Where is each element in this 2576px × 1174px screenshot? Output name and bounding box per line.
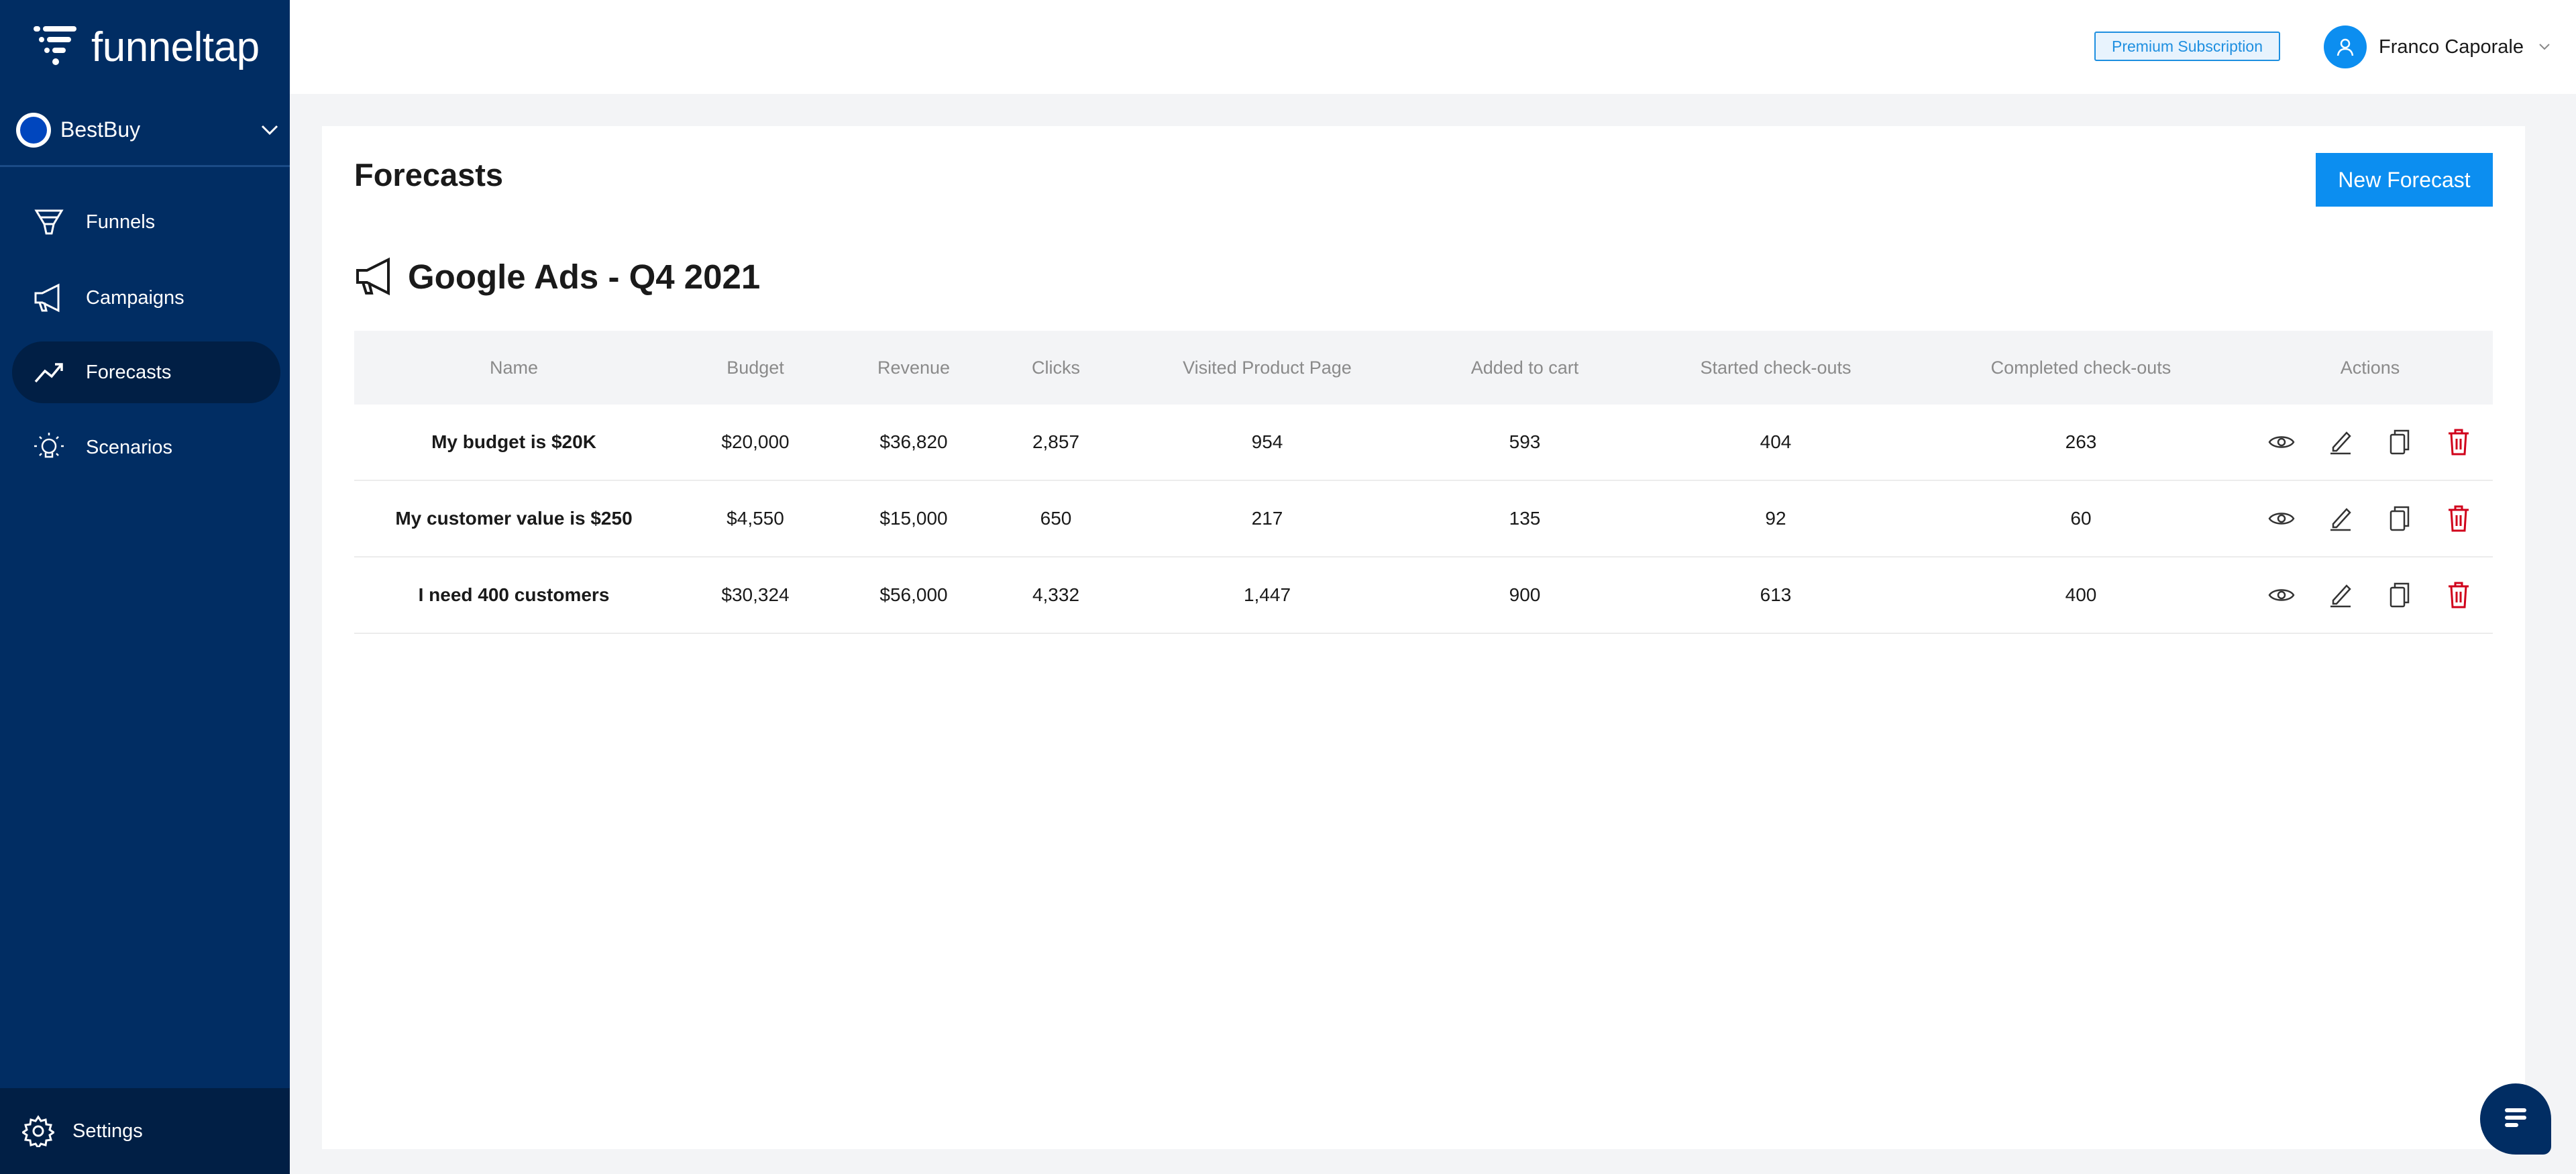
cell-started: 613 bbox=[1760, 584, 1792, 605]
sidebar-item-label: Funnels bbox=[86, 211, 156, 233]
duplicate-icon[interactable] bbox=[2385, 580, 2414, 610]
column-header-budget[interactable]: Budget bbox=[727, 357, 784, 378]
settings-label: Settings bbox=[72, 1120, 143, 1142]
cell-revenue: $36,820 bbox=[879, 431, 948, 452]
forecasts-panel: Forecasts New Forecast Google Ads - Q4 2… bbox=[322, 126, 2525, 1149]
cell-name: I need 400 customers bbox=[418, 584, 610, 605]
table-row[interactable]: My budget is $20K $20,000 $36,820 2,857 … bbox=[354, 405, 2493, 481]
sidebar-item-label: Scenarios bbox=[86, 436, 172, 458]
cell-revenue: $15,000 bbox=[879, 508, 948, 529]
account-avatar bbox=[16, 112, 51, 148]
cell-name: My customer value is $250 bbox=[395, 508, 633, 529]
view-icon[interactable] bbox=[2267, 580, 2296, 610]
sidebar-item-label: Forecasts bbox=[86, 361, 172, 383]
sidebar: funneltap BestBuy Funnels Campaigns Fore… bbox=[0, 0, 290, 1174]
edit-icon[interactable] bbox=[2326, 504, 2355, 533]
cell-added: 135 bbox=[1509, 508, 1541, 529]
view-icon[interactable] bbox=[2267, 427, 2296, 457]
new-forecast-button[interactable]: New Forecast bbox=[2316, 153, 2493, 207]
chat-icon bbox=[2501, 1104, 2530, 1134]
sidebar-item-label: Campaigns bbox=[86, 286, 184, 309]
table-row[interactable]: My customer value is $250 $4,550 $15,000… bbox=[354, 481, 2493, 557]
bestbuy-logo-icon bbox=[20, 116, 47, 144]
row-actions bbox=[2247, 580, 2493, 610]
cell-revenue: $56,000 bbox=[879, 584, 948, 605]
column-header-clicks[interactable]: Clicks bbox=[1032, 357, 1080, 378]
cell-completed: 60 bbox=[2070, 508, 2092, 529]
edit-icon[interactable] bbox=[2326, 580, 2355, 610]
cell-started: 92 bbox=[1765, 508, 1786, 529]
view-icon[interactable] bbox=[2267, 504, 2296, 533]
delete-icon[interactable] bbox=[2444, 580, 2473, 610]
chevron-down-icon bbox=[250, 124, 290, 136]
edit-icon[interactable] bbox=[2326, 427, 2355, 457]
forecasts-table: Name Budget Revenue Clicks Visited Produ… bbox=[354, 331, 2493, 634]
cell-completed: 400 bbox=[2065, 584, 2097, 605]
column-header-visited[interactable]: Visited Product Page bbox=[1183, 357, 1352, 378]
cell-visited: 954 bbox=[1251, 431, 1283, 452]
delete-icon[interactable] bbox=[2444, 504, 2473, 533]
sidebar-item-campaigns[interactable]: Campaigns bbox=[12, 267, 280, 329]
duplicate-icon[interactable] bbox=[2385, 504, 2414, 533]
sidebar-item-scenarios[interactable]: Scenarios bbox=[12, 417, 280, 478]
duplicate-icon[interactable] bbox=[2385, 427, 2414, 457]
cell-name: My budget is $20K bbox=[431, 431, 596, 452]
table-row[interactable]: I need 400 customers $30,324 $56,000 4,3… bbox=[354, 557, 2493, 634]
lightbulb-icon bbox=[32, 431, 66, 464]
chat-support-button[interactable] bbox=[2480, 1083, 2551, 1155]
page-title: Forecasts bbox=[354, 157, 504, 193]
user-avatar-icon bbox=[2324, 25, 2367, 68]
column-header-completed[interactable]: Completed check-outs bbox=[1990, 357, 2171, 378]
cell-budget: $30,324 bbox=[721, 584, 790, 605]
cell-budget: $4,550 bbox=[727, 508, 784, 529]
row-actions bbox=[2247, 504, 2493, 533]
account-switcher[interactable]: BestBuy bbox=[0, 95, 290, 167]
megaphone-icon bbox=[354, 255, 397, 298]
cell-started: 404 bbox=[1760, 431, 1792, 452]
cell-clicks: 4,332 bbox=[1032, 584, 1080, 605]
row-actions bbox=[2247, 427, 2493, 457]
brand-name: funneltap bbox=[91, 23, 260, 70]
cell-clicks: 650 bbox=[1040, 508, 1072, 529]
top-bar: Premium Subscription Franco Caporale bbox=[290, 0, 2576, 94]
column-header-added[interactable]: Added to cart bbox=[1470, 357, 1579, 378]
funneltap-logo-icon bbox=[34, 26, 76, 65]
user-name: Franco Caporale bbox=[2379, 36, 2524, 58]
megaphone-icon bbox=[32, 281, 66, 315]
sidebar-item-funnels[interactable]: Funnels bbox=[12, 191, 280, 253]
column-header-started[interactable]: Started check-outs bbox=[1700, 357, 1851, 378]
user-menu[interactable]: Franco Caporale bbox=[2324, 25, 2551, 68]
cell-completed: 263 bbox=[2065, 431, 2097, 452]
campaign-header: Google Ads - Q4 2021 bbox=[354, 255, 760, 298]
cell-added: 593 bbox=[1509, 431, 1541, 452]
gear-icon bbox=[21, 1114, 55, 1148]
column-header-name[interactable]: Name bbox=[489, 357, 539, 378]
column-header-revenue[interactable]: Revenue bbox=[877, 357, 951, 378]
funnel-icon bbox=[32, 205, 66, 239]
trending-up-icon bbox=[32, 356, 66, 389]
table-header: Name Budget Revenue Clicks Visited Produ… bbox=[354, 331, 2493, 405]
cell-clicks: 2,857 bbox=[1032, 431, 1080, 452]
delete-icon[interactable] bbox=[2444, 427, 2473, 457]
account-name: BestBuy bbox=[60, 117, 141, 142]
campaign-title: Google Ads - Q4 2021 bbox=[408, 257, 761, 296]
brand-logo[interactable]: funneltap bbox=[32, 21, 260, 72]
cell-visited: 217 bbox=[1251, 508, 1283, 529]
premium-badge[interactable]: Premium Subscription bbox=[2094, 32, 2280, 61]
sidebar-item-forecasts[interactable]: Forecasts bbox=[12, 341, 280, 403]
cell-budget: $20,000 bbox=[721, 431, 790, 452]
cell-added: 900 bbox=[1509, 584, 1541, 605]
column-header-actions: Actions bbox=[2340, 357, 2400, 378]
sidebar-item-settings[interactable]: Settings bbox=[0, 1088, 290, 1174]
cell-visited: 1,447 bbox=[1243, 584, 1291, 605]
chevron-down-icon bbox=[2538, 43, 2551, 51]
